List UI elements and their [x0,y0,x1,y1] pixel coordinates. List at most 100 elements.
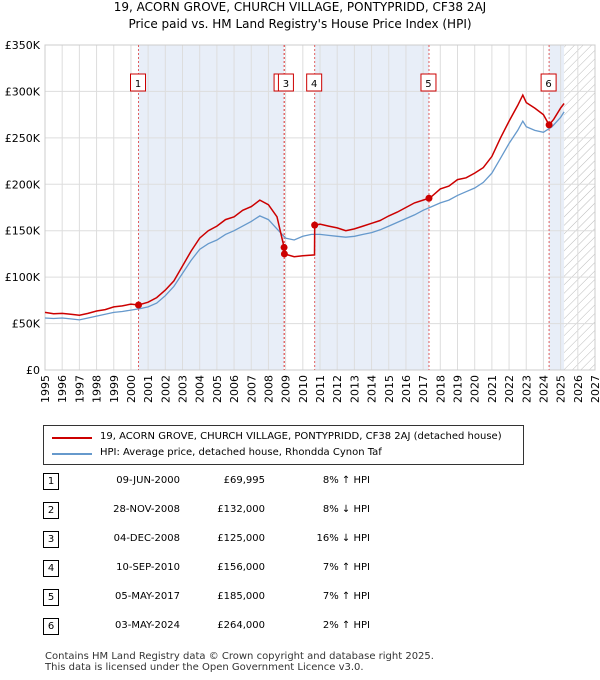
sale-number-box: 2 [43,502,59,519]
x-tick-label: 2004 [194,375,207,403]
x-tick-label: 2007 [245,375,258,403]
x-tick-label: 2027 [589,375,600,403]
sale-point-3 [280,250,288,258]
x-tick-label: 2001 [142,375,155,403]
sale-point-4 [311,221,319,229]
sale-row: 5 05-MAY-2017 £185,000 7% ↑ HPI [0,586,600,610]
sale-marker-box-label: 1 [135,79,141,90]
sale-marker-box-frame [306,73,323,92]
x-tick-label: 2008 [262,375,275,403]
sale-date: 10-SEP-2010 [116,562,180,573]
legend-label-hpi: HPI: Average price, detached house, Rhon… [100,447,382,458]
sale-price: £156,000 [217,562,265,573]
sale-marker-box-6: 6 [540,73,557,92]
x-tick-label: 2013 [348,375,361,403]
sale-date: 04-DEC-2008 [113,533,180,544]
sale-row: 4 10-SEP-2010 £156,000 7% ↑ HPI [0,557,600,581]
x-tick-label: 2022 [503,375,516,403]
x-tick-label: 2016 [400,375,413,403]
sale-number-box: 3 [43,531,59,548]
sale-price: £264,000 [217,620,265,631]
sale-marker-box-label: 5 [425,79,431,90]
shaded-period-1 [138,45,285,370]
sale-number-box: 1 [43,473,59,490]
y-tick-label: £200K [5,178,41,191]
x-tick-label: 2005 [211,375,224,403]
sale-number-box: 6 [43,618,59,635]
x-tick-label: 2015 [383,375,396,403]
sale-point-1 [135,301,142,309]
price-chart: £0 £50K £100K £150K £200K £250K £300K £350K 1995… [5,39,600,403]
y-tick-label: £0 [26,364,40,377]
x-tick-label: 2003 [177,375,190,403]
x-tick-label: 2009 [280,375,293,403]
x-tick-label: 1997 [73,375,86,403]
x-tick-label: 2021 [486,375,499,403]
shaded-period-3 [549,45,565,370]
x-tick-label: 2020 [469,375,482,403]
sale-row: 6 03-MAY-2024 £264,000 2% ↑ HPI [0,615,600,639]
y-tick-label: £350K [5,39,41,52]
sale-date: 28-NOV-2008 [113,504,180,515]
sale-marker-box-label: 4 [311,79,317,90]
sale-date: 09-JUN-2000 [116,475,180,486]
x-tick-label: 2002 [159,375,172,403]
sale-hpi-change: 8% ↑ HPI [322,475,370,486]
sale-point-5 [425,194,433,202]
sale-row: 2 28-NOV-2008 £132,000 8% ↓ HPI [0,499,600,523]
legend-swatch-property [52,437,92,439]
sale-price: £185,000 [217,591,265,602]
series-line-hpi [44,111,565,321]
x-tick-label: 2011 [314,375,327,403]
legend-swatch-hpi [52,453,92,455]
sale-price: £125,000 [217,533,265,544]
sale-marker-box-label: 6 [545,79,551,90]
sale-hpi-change: 7% ↑ HPI [322,591,370,602]
sale-marker-box-frame [277,73,294,92]
sale-hpi-change: 2% ↑ HPI [322,620,370,631]
x-tick-label: 2026 [572,375,585,403]
y-tick-label: £150K [5,225,41,238]
sale-marker-box-4: 4 [306,73,323,92]
x-tick-label: 1995 [39,375,52,403]
x-tick-label: 2018 [434,375,447,403]
sale-price: £69,995 [223,475,265,486]
y-tick-label: £100K [5,271,41,284]
y-tick-label: £50K [12,318,41,331]
y-tick-label: £250K [5,132,41,145]
x-tick-label: 2025 [555,375,568,403]
footer-licence: This data is licensed under the Open Gov… [45,662,364,673]
future-hatch [564,45,595,370]
sale-hpi-change: 16% ↓ HPI [316,533,370,544]
sale-marker-box-frame [420,73,437,92]
sale-hpi-change: 7% ↑ HPI [322,562,370,573]
x-tick-label: 1996 [56,375,69,403]
plot-border [44,44,596,371]
x-tick-label: 2006 [228,375,241,403]
x-tick-label: 1998 [91,375,104,403]
y-tick-label: £300K [5,85,41,98]
x-tick-label: 2023 [520,375,533,403]
x-tick-label: 2010 [297,375,310,403]
chart-legend: 19, ACORN GROVE, CHURCH VILLAGE, PONTYPR… [43,425,524,465]
sale-marker-box-label: 3 [283,79,289,90]
x-tick-label: 2024 [537,375,550,403]
x-tick-label: 2000 [125,375,138,403]
sale-marker-box-3: 3 [277,73,294,92]
sale-marker-box-frame [540,73,557,92]
sale-point-2 [280,243,288,251]
sale-hpi-change: 8% ↓ HPI [322,504,370,515]
x-tick-label: 1999 [108,375,121,403]
sale-point-6 [545,121,553,129]
sale-row: 1 09-JUN-2000 £69,995 8% ↑ HPI [0,470,600,494]
sale-number-box: 5 [43,589,59,606]
sale-marker-box-frame [130,73,146,92]
sale-date: 05-MAY-2017 [114,591,180,602]
chart-title-line1: 19, ACORN GROVE, CHURCH VILLAGE, PONTYPR… [113,0,487,14]
x-tick-label: 2012 [331,375,344,403]
footer-copyright: Contains HM Land Registry data © Crown c… [45,651,434,662]
legend-label-property: 19, ACORN GROVE, CHURCH VILLAGE, PONTYPR… [100,431,502,442]
sale-number-box: 4 [43,560,59,577]
sale-price: £132,000 [217,504,265,515]
chart-title-line2: Price paid vs. HM Land Registry's House … [128,17,472,31]
